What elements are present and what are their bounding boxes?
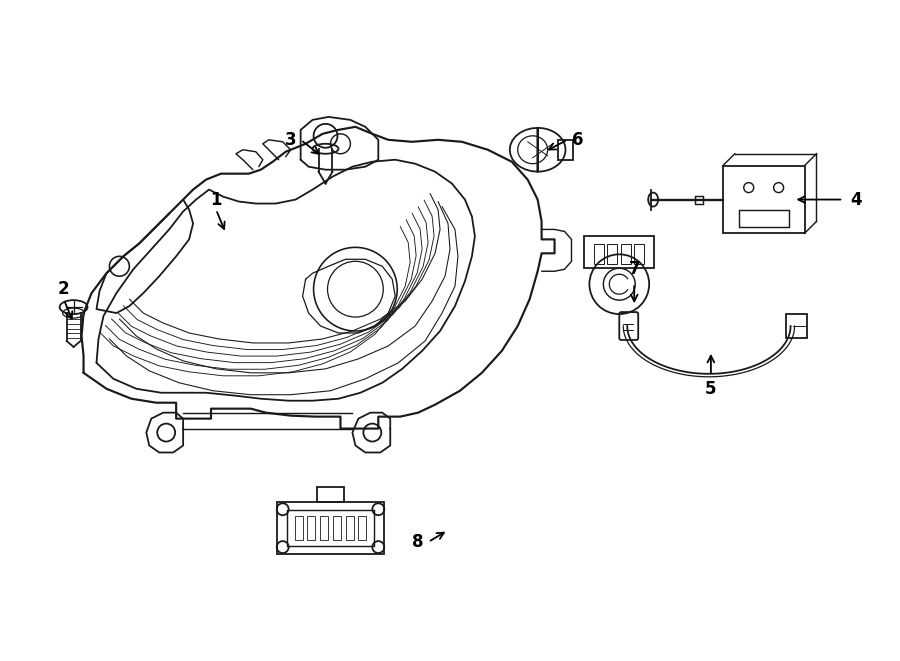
Bar: [786, 314, 807, 338]
Text: 8: 8: [412, 533, 424, 551]
Bar: [634, 245, 644, 264]
Bar: [557, 140, 573, 160]
Bar: [333, 516, 341, 540]
Bar: [308, 516, 315, 540]
Text: 6: 6: [572, 131, 583, 149]
Bar: [608, 245, 617, 264]
Bar: [317, 487, 345, 502]
Bar: [584, 237, 654, 268]
Bar: [621, 245, 631, 264]
Text: 1: 1: [211, 190, 221, 209]
Text: 4: 4: [850, 190, 862, 209]
Text: 2: 2: [58, 280, 69, 298]
Bar: [594, 245, 604, 264]
Text: 7: 7: [628, 260, 640, 278]
Bar: [358, 516, 366, 540]
Bar: [346, 516, 354, 540]
Bar: [276, 502, 384, 554]
Text: 3: 3: [285, 131, 296, 149]
Bar: [320, 516, 328, 540]
Bar: [695, 196, 703, 204]
Text: 5: 5: [705, 380, 716, 398]
Bar: [294, 516, 302, 540]
Bar: [739, 210, 788, 227]
Bar: [287, 510, 374, 546]
Bar: [723, 166, 805, 233]
